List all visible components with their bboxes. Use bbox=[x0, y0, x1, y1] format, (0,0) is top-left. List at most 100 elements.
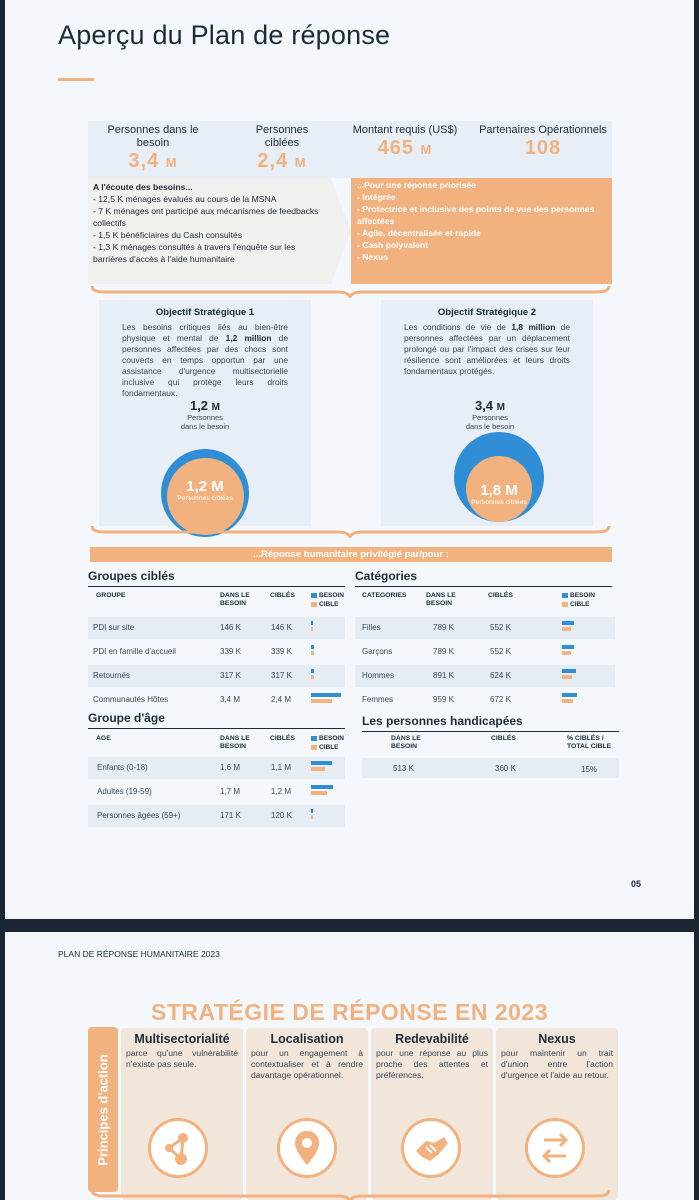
besoin-bar bbox=[311, 809, 314, 813]
ecoute-block: A l'écoute des besoins... - 12,5 K ménag… bbox=[93, 181, 331, 265]
brace-page2 bbox=[90, 1189, 611, 1200]
groupes-title: Groupes ciblés bbox=[88, 569, 175, 583]
card-title: Multisectorialité bbox=[134, 1032, 230, 1046]
reponse-item: - Intégrée bbox=[357, 192, 396, 202]
col-header: DANS LE BESOIN bbox=[426, 592, 456, 607]
row-besoin: 789 K bbox=[433, 647, 454, 656]
handicap-rule bbox=[362, 731, 619, 732]
row-label: Enfants (0-18) bbox=[97, 763, 148, 772]
kpi-partenaires: Partenaires Opérationnels 108 bbox=[473, 124, 613, 160]
ecoute-item: - 12,5 K ménages évalués au cours de la … bbox=[93, 194, 277, 204]
row-cibles: 120 K bbox=[271, 811, 292, 820]
kpi-value: 108 bbox=[524, 137, 562, 159]
objectif-1-text: Les besoins critiques liés au bien-être … bbox=[122, 322, 288, 398]
cible-label: Personnes ciblées bbox=[177, 495, 233, 502]
kpi-pin: Personnes dans le besoin 3,4 M bbox=[105, 124, 201, 173]
row-label: PDI en famille d'accueil bbox=[93, 647, 176, 656]
row-label: Communautés Hôtes bbox=[93, 695, 169, 704]
besoin-bar bbox=[311, 785, 333, 789]
ecoute-heading: A l'écoute des besoins... bbox=[93, 182, 193, 192]
col-header: CIBLÉS bbox=[270, 735, 295, 742]
kpi-cibles: Personnes ciblées 2,4 M bbox=[242, 124, 322, 173]
cible-value: 1,8 M bbox=[480, 482, 518, 499]
objectif-1-besoin: 1,2 M Personnes dans le besoin bbox=[180, 398, 230, 431]
row-besoin: 3,4 M bbox=[220, 695, 241, 704]
brace-top bbox=[90, 285, 611, 298]
age-rule bbox=[88, 728, 345, 729]
kpi-value: 2,4 bbox=[257, 150, 289, 172]
table-row bbox=[88, 617, 345, 639]
row-label: Filles bbox=[362, 623, 381, 632]
kpi-label: Personnes ciblées bbox=[255, 124, 309, 149]
cible-circle bbox=[466, 456, 532, 522]
cible-circle bbox=[167, 458, 244, 535]
row-besoin: 1,6 M bbox=[220, 763, 241, 772]
col-header: AGE bbox=[96, 735, 111, 742]
kpi-strip bbox=[88, 121, 612, 178]
besoin-bar bbox=[562, 693, 577, 697]
row-besoin: 171 K bbox=[220, 811, 241, 820]
objectif-2-title: Objectif Stratégique 2 bbox=[437, 307, 537, 318]
table-row bbox=[88, 665, 345, 687]
row-label: Hommes bbox=[362, 671, 395, 680]
row-besoin: 789 K bbox=[433, 623, 454, 632]
row-besoin: 339 K bbox=[220, 647, 241, 656]
row-besoin: 891 K bbox=[433, 671, 454, 680]
handicap-pct: 15% bbox=[581, 765, 598, 774]
card-text: pour maintenir un trait d'union entre l'… bbox=[501, 1048, 613, 1080]
handicap-besoin: 513 K bbox=[393, 764, 414, 773]
kpi-label: Partenaires Opérationnels bbox=[479, 124, 607, 136]
card-title: Localisation bbox=[270, 1032, 344, 1046]
objectif-1-circle: 1,2 M Personnes ciblées bbox=[161, 449, 249, 537]
handicap-title: Les personnes handicapées bbox=[362, 714, 523, 728]
col-header: DANS LE BESOIN bbox=[220, 735, 250, 750]
page-overview: Aperçu du Plan de réponse Personnes dans… bbox=[5, 0, 694, 919]
reponse-banner: ...Réponse humanitaire privilégié par/po… bbox=[90, 547, 612, 562]
exchange-arrows-icon bbox=[525, 1118, 585, 1178]
brace-bottom bbox=[90, 525, 611, 538]
objectif-2-text: Les conditions de vie de 1,8 million de … bbox=[404, 322, 570, 376]
col-header: CIBLÉS bbox=[491, 735, 516, 742]
cible-bar bbox=[311, 651, 314, 655]
card-text: pour un engagement à contextualiser et à… bbox=[251, 1048, 363, 1080]
objectif-2-besoin: 3,4 M Personnes dans le besoin bbox=[465, 398, 515, 431]
legend: BESOIN CIBLE bbox=[311, 591, 344, 609]
besoin-bar bbox=[311, 621, 313, 625]
reponse-item: - Nexus bbox=[357, 252, 389, 262]
reponse-item: - Agile, décentralisée et rapide bbox=[357, 228, 481, 238]
row-cibles: 672 K bbox=[490, 695, 511, 704]
row-cibles: 339 K bbox=[271, 647, 292, 656]
page-number: 05 bbox=[631, 879, 642, 889]
col-header: CIBLÉS bbox=[270, 592, 295, 599]
card-text: parce qu'une vulnérabilité n'existe pas … bbox=[126, 1048, 238, 1069]
row-label: Retournés bbox=[93, 671, 130, 680]
objectif-2-circle: 1,8 M Personnes ciblées bbox=[454, 432, 544, 522]
reponse-block: ...Pour une réponse priorisée - Intégrée… bbox=[351, 178, 612, 284]
page-title: Aperçu du Plan de réponse bbox=[58, 20, 391, 50]
cible-bar bbox=[311, 675, 314, 679]
categories-title: Catégories bbox=[355, 569, 418, 583]
row-cibles: 624 K bbox=[490, 671, 511, 680]
besoin-bar bbox=[562, 621, 575, 625]
cible-bar bbox=[311, 699, 333, 703]
location-pin-icon bbox=[277, 1118, 337, 1178]
reponse-item: - Protectrice et inclusive des points de… bbox=[357, 204, 595, 226]
table-row bbox=[355, 617, 615, 639]
row-besoin: 1,7 M bbox=[220, 787, 241, 796]
cible-bar bbox=[311, 767, 326, 771]
row-cibles: 317 K bbox=[271, 671, 292, 680]
reponse-heading: ...Pour une réponse priorisée bbox=[357, 180, 476, 190]
row-cibles: 552 K bbox=[490, 647, 511, 656]
cible-bar bbox=[562, 651, 571, 655]
handicap-cibles: 360 K bbox=[495, 764, 516, 773]
cible-bar bbox=[311, 627, 313, 631]
table-row bbox=[355, 665, 615, 687]
row-label: Garçons bbox=[362, 647, 393, 656]
groupes-rule bbox=[88, 586, 345, 587]
legend: BESOIN CIBLE bbox=[562, 591, 595, 609]
ecoute-item: - 1,3 K ménages consultés à travers l'en… bbox=[93, 242, 296, 264]
table-row bbox=[362, 758, 619, 778]
card-title: Nexus bbox=[538, 1032, 576, 1046]
kpi-value: 3,4 bbox=[128, 150, 160, 172]
title-rule bbox=[58, 78, 94, 81]
